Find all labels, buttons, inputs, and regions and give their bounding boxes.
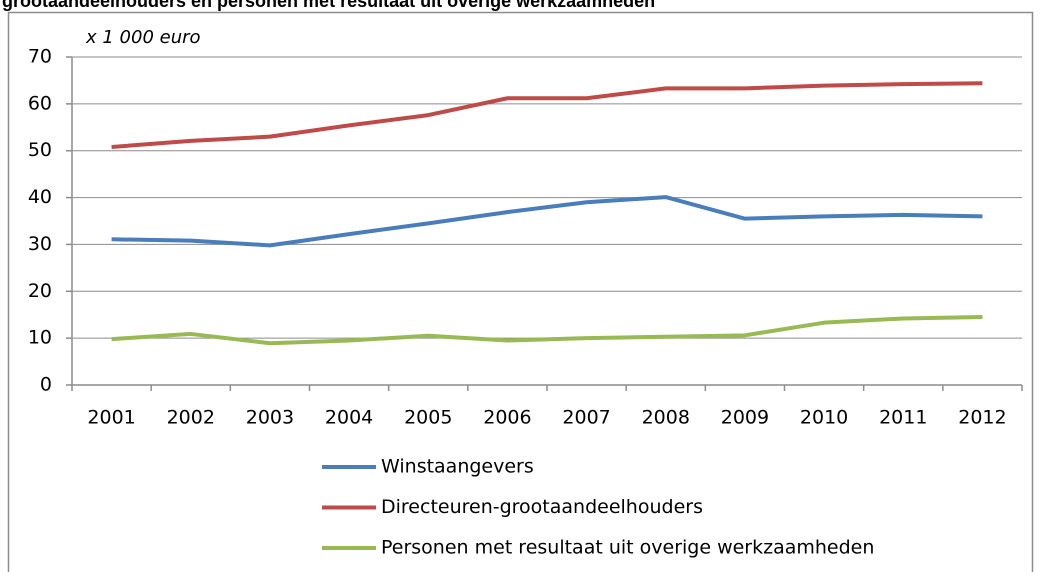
y-tick-label: 40 <box>28 186 52 208</box>
legend-label: Winstaangevers <box>381 456 534 478</box>
x-tick-label: 2007 <box>562 407 610 429</box>
x-tick-label: 2008 <box>642 407 690 429</box>
series-line <box>111 315 983 346</box>
y-tick-label: 70 <box>28 46 52 68</box>
y-unit-label: x 1 000 euro <box>85 27 201 48</box>
chart-frame <box>7 11 1034 572</box>
chart-title: grootaandeelhouders en personen met resu… <box>2 0 655 11</box>
x-tick-label: 2012 <box>958 407 1006 429</box>
x-tick-label: 2004 <box>325 407 373 429</box>
y-tick-label: 0 <box>40 374 52 396</box>
series-line <box>111 195 983 248</box>
x-tick-label: 2001 <box>87 407 135 429</box>
x-tick-label: 2005 <box>404 407 452 429</box>
x-tick-label: 2011 <box>879 407 927 429</box>
x-tick-label: 2002 <box>167 407 215 429</box>
x-tick-label: 2003 <box>246 407 294 429</box>
y-tick-label: 60 <box>28 92 52 114</box>
x-tick-label: 2009 <box>721 407 769 429</box>
legend-label: Directeuren-grootaandeelhouders <box>381 496 703 518</box>
y-tick-label: 30 <box>28 233 52 255</box>
y-tick-label: 10 <box>28 327 52 349</box>
y-tick-label: 20 <box>28 280 52 302</box>
y-tick-label: 50 <box>28 139 52 161</box>
legend-label: Personen met resultaat uit overige werkz… <box>381 537 874 559</box>
x-tick-label: 2010 <box>800 407 848 429</box>
series-line <box>111 81 983 149</box>
x-tick-label: 2006 <box>483 407 531 429</box>
